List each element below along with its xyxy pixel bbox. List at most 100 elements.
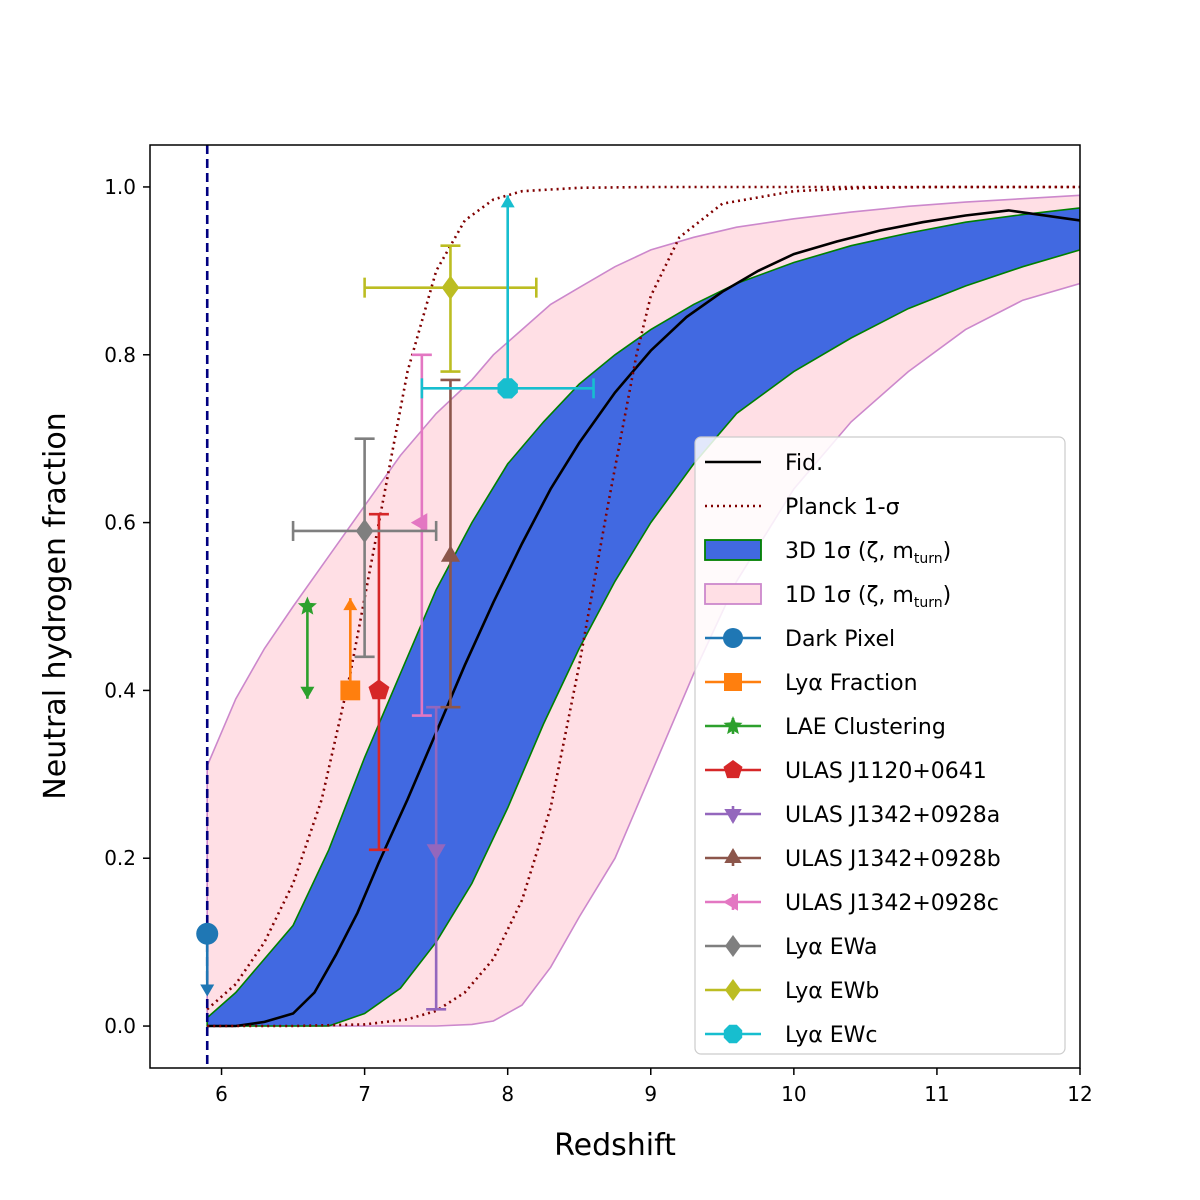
observational-points bbox=[196, 195, 595, 1011]
band-3d bbox=[206, 207, 1080, 1027]
legend-entry: 3D 1σ (ζ, mturn) bbox=[704, 539, 951, 567]
upper-limit-arrow bbox=[200, 984, 215, 997]
legend-label: Fid. bbox=[785, 451, 823, 476]
data-marker bbox=[497, 378, 518, 399]
legend-label-main: ULAS J1342+0928a bbox=[785, 803, 1000, 828]
legend-swatch-marker bbox=[723, 893, 738, 911]
legend-label: Lyα Fraction bbox=[785, 671, 918, 696]
legend-swatch-marker bbox=[723, 1024, 743, 1044]
legend-entry: Dark Pixel bbox=[705, 627, 895, 652]
point-ulas-j1342-0928c bbox=[410, 353, 432, 717]
legend-entry: ULAS J1120+0641 bbox=[705, 759, 987, 784]
plot-frame bbox=[149, 144, 1081, 1069]
point-dark-pixel bbox=[196, 922, 219, 997]
data-marker bbox=[368, 679, 390, 700]
legend-label-main: LAE Clustering bbox=[785, 715, 946, 740]
legend-entry: Planck 1-σ bbox=[705, 495, 900, 520]
legend-entry: Lyα EWc bbox=[705, 1023, 878, 1048]
legend-box bbox=[694, 436, 1066, 1055]
x-tick-label: 11 bbox=[924, 1082, 949, 1106]
y-tick-label: 0.0 bbox=[104, 1014, 136, 1038]
data-marker bbox=[441, 275, 460, 300]
legend-label: LAE Clustering bbox=[785, 715, 946, 740]
legend-label: ULAS J1342+0928a bbox=[785, 803, 1000, 828]
legend-swatch-marker bbox=[724, 809, 742, 824]
lower-limit-arrow bbox=[500, 195, 515, 208]
legend-swatch-marker bbox=[724, 673, 742, 691]
point-lae-clustering bbox=[297, 596, 317, 699]
legend-label: ULAS J1342+0928c bbox=[785, 891, 999, 916]
data-marker bbox=[426, 844, 446, 861]
legend-label-main: Lyα EWc bbox=[785, 1023, 878, 1048]
legend-swatch-marker bbox=[724, 848, 742, 863]
legend-entry: ULAS J1342+0928c bbox=[705, 891, 999, 916]
legend-label-tail: ) bbox=[943, 539, 952, 564]
x-tick-label: 9 bbox=[644, 1082, 657, 1106]
data-marker bbox=[297, 596, 317, 615]
legend-label-sub: turn bbox=[914, 551, 943, 567]
y-tick-label: 1.0 bbox=[104, 175, 136, 199]
point-ulas-j1120-0641 bbox=[368, 512, 390, 852]
legend-label: Planck 1-σ bbox=[785, 495, 900, 520]
y-tick-label: 0.8 bbox=[104, 343, 136, 367]
legend-entry: Lyα Fraction bbox=[705, 671, 918, 696]
range-arrow bbox=[300, 686, 315, 699]
planck-upper-line bbox=[206, 185, 1080, 1011]
legend-swatch-marker bbox=[725, 935, 741, 957]
legend-entry: LAE Clustering bbox=[705, 715, 946, 740]
legend-entry: Lyα EWb bbox=[705, 979, 879, 1004]
legend-swatch-patch bbox=[704, 583, 762, 605]
x-axis-label: Redshift bbox=[554, 1128, 676, 1163]
y-axis-label: Neutral hydrogen fraction bbox=[38, 412, 73, 799]
lower-limit-arrow bbox=[343, 598, 358, 611]
legend-label-main: ULAS J1342+0928b bbox=[785, 847, 1001, 872]
data-marker bbox=[440, 545, 460, 562]
y-tick-label: 0.6 bbox=[104, 511, 136, 535]
legend-label: Lyα EWb bbox=[785, 979, 879, 1004]
data-marker bbox=[410, 513, 428, 533]
y-tick-label: 0.4 bbox=[104, 678, 136, 702]
legend-label-main: Lyα Fraction bbox=[785, 671, 918, 696]
y-axis-ticks: 0.0 0.2 0.4 0.6 0.8 1.0 bbox=[104, 175, 150, 1038]
x-tick-label: 7 bbox=[358, 1082, 371, 1106]
x-axis-ticks: 6 7 8 9 10 11 12 bbox=[215, 1068, 1093, 1106]
point-ly-fraction bbox=[340, 598, 361, 701]
fiducial-line bbox=[207, 209, 1080, 1028]
legend-entry: Lyα EWa bbox=[705, 935, 877, 960]
legend-swatch-marker bbox=[723, 760, 743, 779]
point-ly-ewa bbox=[291, 437, 438, 659]
x-tick-label: 6 bbox=[215, 1082, 228, 1106]
legend-swatch-marker bbox=[725, 979, 741, 1001]
legend-label: 1D 1σ (ζ, mturn) bbox=[785, 583, 951, 611]
legend-entry: ULAS J1342+0928b bbox=[705, 847, 1001, 872]
legend-swatch-marker bbox=[723, 628, 743, 648]
legend-swatch-patch bbox=[704, 539, 762, 561]
legend-label-main: 3D 1σ (ζ, m bbox=[785, 539, 914, 564]
legend: Fid.Planck 1-σ3D 1σ (ζ, mturn)1D 1σ (ζ, … bbox=[694, 436, 1066, 1055]
confidence-bands bbox=[206, 194, 1080, 1027]
x-tick-label: 8 bbox=[501, 1082, 514, 1106]
legend-label: Lyα EWa bbox=[785, 935, 877, 960]
legend-entry: Fid. bbox=[705, 451, 823, 476]
legend-label: Dark Pixel bbox=[785, 627, 895, 652]
legend-label-main: Lyα EWa bbox=[785, 935, 877, 960]
legend-swatch-marker bbox=[723, 716, 743, 735]
legend-label-main: Dark Pixel bbox=[785, 627, 895, 652]
data-marker bbox=[355, 518, 374, 544]
x-tick-label: 10 bbox=[781, 1082, 806, 1106]
legend-label: Lyα EWc bbox=[785, 1023, 878, 1048]
legend-label-main: 1D 1σ (ζ, m bbox=[785, 583, 914, 608]
x-tick-label: 12 bbox=[1067, 1082, 1092, 1106]
point-ulas-j1342-0928b bbox=[440, 378, 461, 709]
data-marker bbox=[196, 922, 219, 945]
legend-label: 3D 1σ (ζ, mturn) bbox=[785, 539, 951, 567]
legend-label-main: ULAS J1342+0928c bbox=[785, 891, 999, 916]
legend-label-main: ULAS J1120+0641 bbox=[785, 759, 987, 784]
data-marker bbox=[340, 680, 361, 701]
model-lines bbox=[205, 145, 1080, 1068]
legend-entry: 1D 1σ (ζ, mturn) bbox=[704, 583, 951, 611]
legend-label-tail: ) bbox=[943, 583, 952, 608]
legend-label-main: Lyα EWb bbox=[785, 979, 879, 1004]
legend-label: ULAS J1342+0928b bbox=[785, 847, 1001, 872]
